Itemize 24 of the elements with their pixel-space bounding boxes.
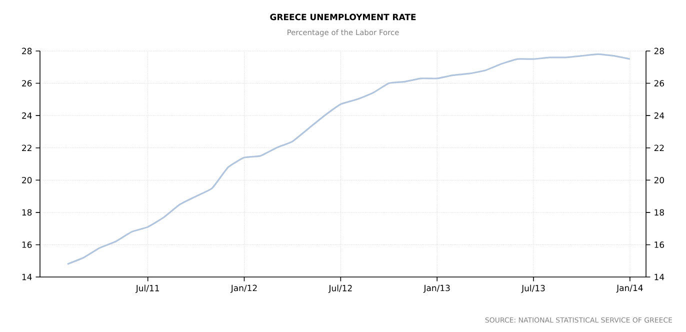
y2-tick-label: 28 — [654, 48, 664, 54]
x-tick-label: Jan/12 — [230, 284, 257, 293]
y2-tick-label: 26 — [654, 80, 664, 86]
y-tick-label: 20 — [22, 176, 32, 184]
y2-tick-label: 14 — [654, 274, 664, 280]
x-tick-label: Jul/12 — [328, 284, 352, 293]
x-tick-label: Jul/11 — [135, 284, 159, 293]
x-tick-label: Jul/13 — [521, 284, 545, 293]
y2-tick-label: 16 — [654, 242, 664, 248]
y2-tick-label: 24 — [654, 112, 664, 119]
chart-title: GREECE UNEMPLOYMENT RATE — [270, 14, 416, 20]
y-tick-label: 14 — [22, 274, 32, 280]
y2-tick-label: 18 — [654, 209, 664, 216]
x-tick-label: Jan/13 — [423, 284, 450, 293]
y2-tick-label: 20 — [654, 176, 664, 184]
y-tick-label: 24 — [22, 112, 32, 119]
x-tick-label: Jan/14 — [616, 284, 643, 293]
y-tick-label: 28 — [22, 48, 32, 54]
line-series — [66, 53, 631, 265]
y-tick-label: 18 — [22, 209, 32, 216]
y2-tick-label: 22 — [654, 144, 664, 151]
y-tick-label: 22 — [22, 144, 32, 151]
y-tick-label: 26 — [22, 80, 32, 86]
y-tick-label: 16 — [22, 242, 32, 248]
